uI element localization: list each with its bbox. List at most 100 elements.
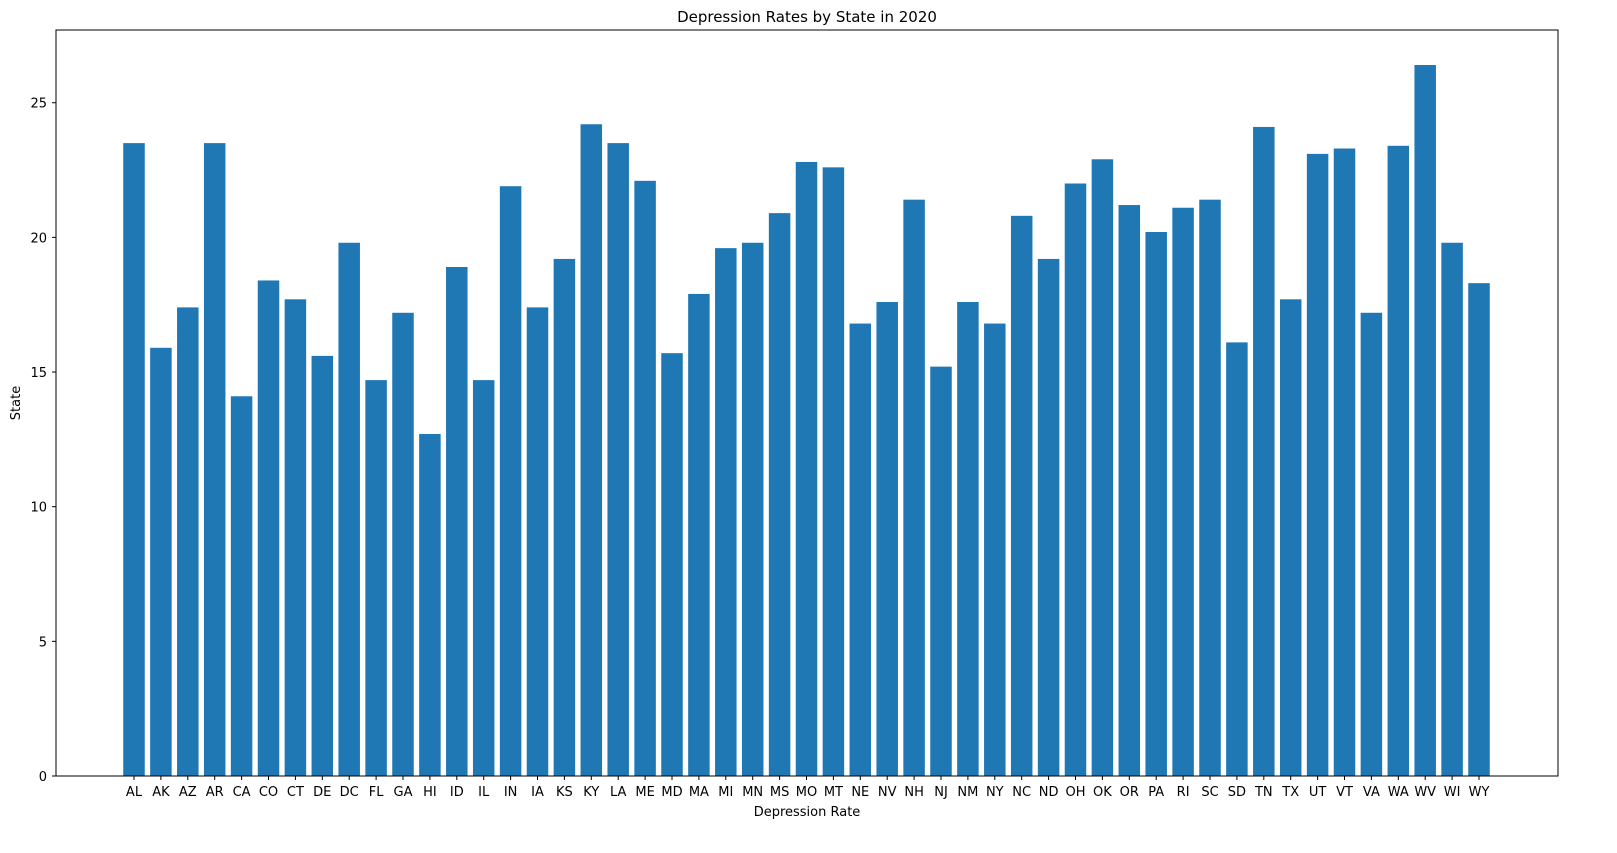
x-tick-label: KY <box>583 785 599 800</box>
x-tick-label: FL <box>369 785 384 800</box>
x-tick-label: CA <box>233 785 251 800</box>
x-tick-label: WY <box>1469 785 1490 800</box>
bar-nv <box>876 302 898 776</box>
x-tick-label: MD <box>661 785 682 800</box>
x-tick-label: NJ <box>934 785 948 800</box>
y-axis-ticks: 0 5 10 15 20 25 <box>30 97 56 785</box>
bar-nj <box>930 366 952 776</box>
bar-dc <box>338 242 360 776</box>
bar-tn <box>1253 126 1275 776</box>
x-tick-label: PA <box>1148 785 1164 800</box>
plot-area-frame <box>55 29 1559 777</box>
y-tick-label: 10 <box>30 501 47 516</box>
bar-co <box>257 280 280 776</box>
bar-wv <box>1414 65 1436 776</box>
y-axis-label: State <box>9 386 24 420</box>
x-tick-label: CO <box>259 785 278 800</box>
bar-fl <box>365 380 387 776</box>
bar-va <box>1360 312 1383 776</box>
bar-in <box>499 186 522 776</box>
x-tick-label: MN <box>742 785 763 800</box>
x-tick-label: MO <box>796 785 817 800</box>
x-tick-label: IA <box>531 785 544 800</box>
bar-id <box>446 267 468 776</box>
bar-ks <box>553 258 576 776</box>
bar-ut <box>1306 153 1329 776</box>
x-tick-label: ID <box>450 785 464 800</box>
bar-ma <box>688 293 710 776</box>
x-tick-label: NV <box>878 785 897 800</box>
x-tick-label: UT <box>1309 785 1327 800</box>
x-tick-label: MA <box>689 785 709 800</box>
bar-ky <box>580 124 603 776</box>
x-tick-label: ND <box>1039 785 1059 800</box>
bar-md <box>661 353 683 776</box>
x-tick-label: WA <box>1388 785 1409 800</box>
x-tick-label: MS <box>770 785 789 800</box>
chart-title: Depression Rates by State in 2020 <box>677 8 937 26</box>
bar-ne <box>849 323 872 776</box>
bar-wi <box>1441 242 1463 776</box>
bar-mt <box>822 167 845 777</box>
x-tick-label: HI <box>423 785 437 800</box>
bar-ri <box>1172 207 1194 776</box>
bar-nm <box>957 302 979 776</box>
y-tick-label: 5 <box>39 635 47 650</box>
x-tick-label: NY <box>986 785 1004 800</box>
bar-hi <box>419 433 441 776</box>
x-tick-label: ME <box>635 785 654 800</box>
bar-ny <box>984 323 1006 776</box>
x-tick-label: NC <box>1012 785 1031 800</box>
x-axis-ticks: AL AK AZ AR CA CO CT DE DC FL GA HI ID IL IN IA KS KY LA ME… <box>126 776 1490 800</box>
x-tick-label: RI <box>1177 785 1190 800</box>
bar-mo <box>795 161 818 776</box>
bar-az <box>177 307 199 776</box>
bar-mi <box>715 248 737 776</box>
bar-la <box>607 143 629 777</box>
bar-sd <box>1226 342 1248 776</box>
bar-il <box>472 380 495 776</box>
y-tick-label: 20 <box>30 231 47 246</box>
x-tick-label: NE <box>851 785 869 800</box>
bar-ok <box>1091 159 1114 776</box>
x-tick-label: SD <box>1228 785 1246 800</box>
x-tick-label: KS <box>556 785 573 800</box>
bars-group <box>123 65 1490 777</box>
x-axis-label: Depression Rate <box>754 805 861 820</box>
x-tick-label: VA <box>1363 785 1380 800</box>
bar-nh <box>903 199 925 777</box>
x-tick-label: SC <box>1201 785 1218 800</box>
bar-ar <box>203 143 226 777</box>
bar-me <box>634 180 656 776</box>
y-tick-label: 15 <box>30 366 47 381</box>
bar-ia <box>526 307 549 776</box>
bar-pa <box>1145 231 1167 777</box>
bar-wy <box>1468 283 1490 776</box>
x-tick-label: MI <box>718 785 733 800</box>
x-tick-label: OH <box>1065 785 1085 800</box>
x-tick-label: TN <box>1254 785 1273 800</box>
bar-ga <box>392 312 414 776</box>
x-tick-label: NH <box>904 785 924 800</box>
bar-ct <box>284 299 307 776</box>
bar-ca <box>230 396 253 776</box>
x-tick-label: CT <box>287 785 304 800</box>
x-tick-label: NM <box>957 785 978 800</box>
x-tick-label: DE <box>313 785 331 800</box>
bar-ak <box>150 347 172 776</box>
x-tick-label: AR <box>206 785 224 800</box>
x-tick-label: DC <box>340 785 359 800</box>
x-tick-label: AL <box>126 785 143 800</box>
bar-wa <box>1387 145 1410 776</box>
x-tick-label: IN <box>504 785 518 800</box>
x-tick-label: OK <box>1093 785 1112 800</box>
x-tick-label: IL <box>478 785 490 800</box>
bar-ms <box>768 213 791 776</box>
bar-mn <box>741 242 764 776</box>
x-tick-label: AZ <box>179 785 197 800</box>
bar-vt <box>1333 148 1356 776</box>
x-tick-label: OR <box>1120 785 1139 800</box>
bar-nc <box>1010 215 1033 776</box>
x-tick-label: MT <box>824 785 843 800</box>
